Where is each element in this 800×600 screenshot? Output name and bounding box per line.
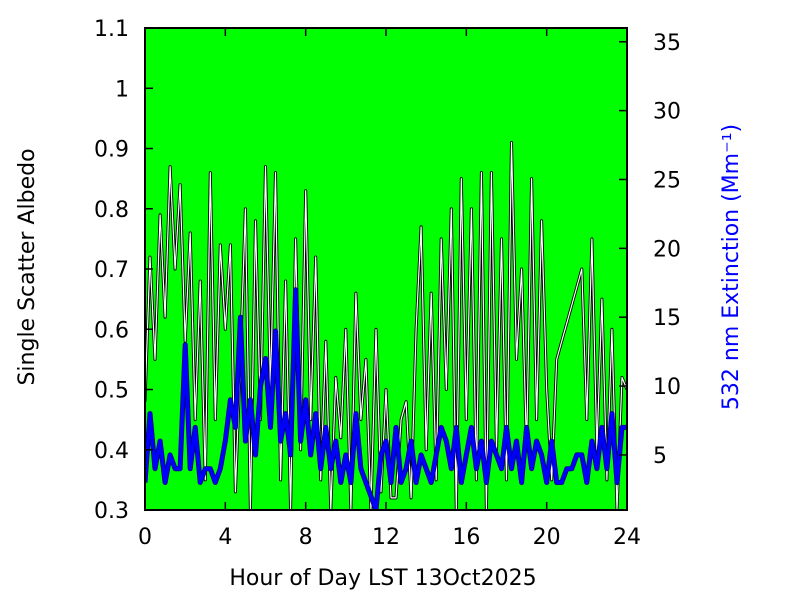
y-tick-label: 0.5 [94, 379, 129, 404]
x-tick-label: 0 [138, 525, 152, 550]
x-axis-label: Hour of Day LST 13Oct2025 [229, 566, 536, 591]
y-tick-label: 0.8 [94, 198, 129, 223]
x-tick-label: 16 [452, 525, 480, 550]
y-tick-label: 0.6 [94, 318, 129, 343]
y2-tick-label: 5 [653, 444, 667, 469]
line [145, 141, 627, 510]
y-tick-label: 0.9 [94, 138, 129, 163]
y-tick-label: 1.1 [94, 17, 129, 42]
x-tick-label: 4 [218, 525, 232, 550]
x-tick-label: 8 [299, 525, 313, 550]
line [145, 287, 627, 510]
y2-tick-label: 15 [653, 306, 681, 331]
y2-tick-label: 20 [653, 237, 681, 262]
y2-tick-label: 35 [653, 31, 681, 56]
x-tick-label: 24 [613, 525, 641, 550]
y-tick-label: 0.4 [94, 439, 129, 464]
y-tick-label: 1 [115, 77, 129, 102]
y-axis-label: Single Scatter Albedo [15, 148, 40, 385]
y2-axis-label: 532 nm Extinction (Mm⁻¹) [719, 124, 744, 410]
y-tick-label: 0.7 [94, 258, 129, 283]
y-tick-label: 0.3 [94, 499, 129, 524]
x-tick-label: 12 [372, 525, 400, 550]
y2-tick-label: 25 [653, 168, 681, 193]
x-tick-label: 20 [533, 525, 561, 550]
y2-tick-label: 10 [653, 375, 681, 400]
y2-tick-label: 30 [653, 100, 681, 125]
